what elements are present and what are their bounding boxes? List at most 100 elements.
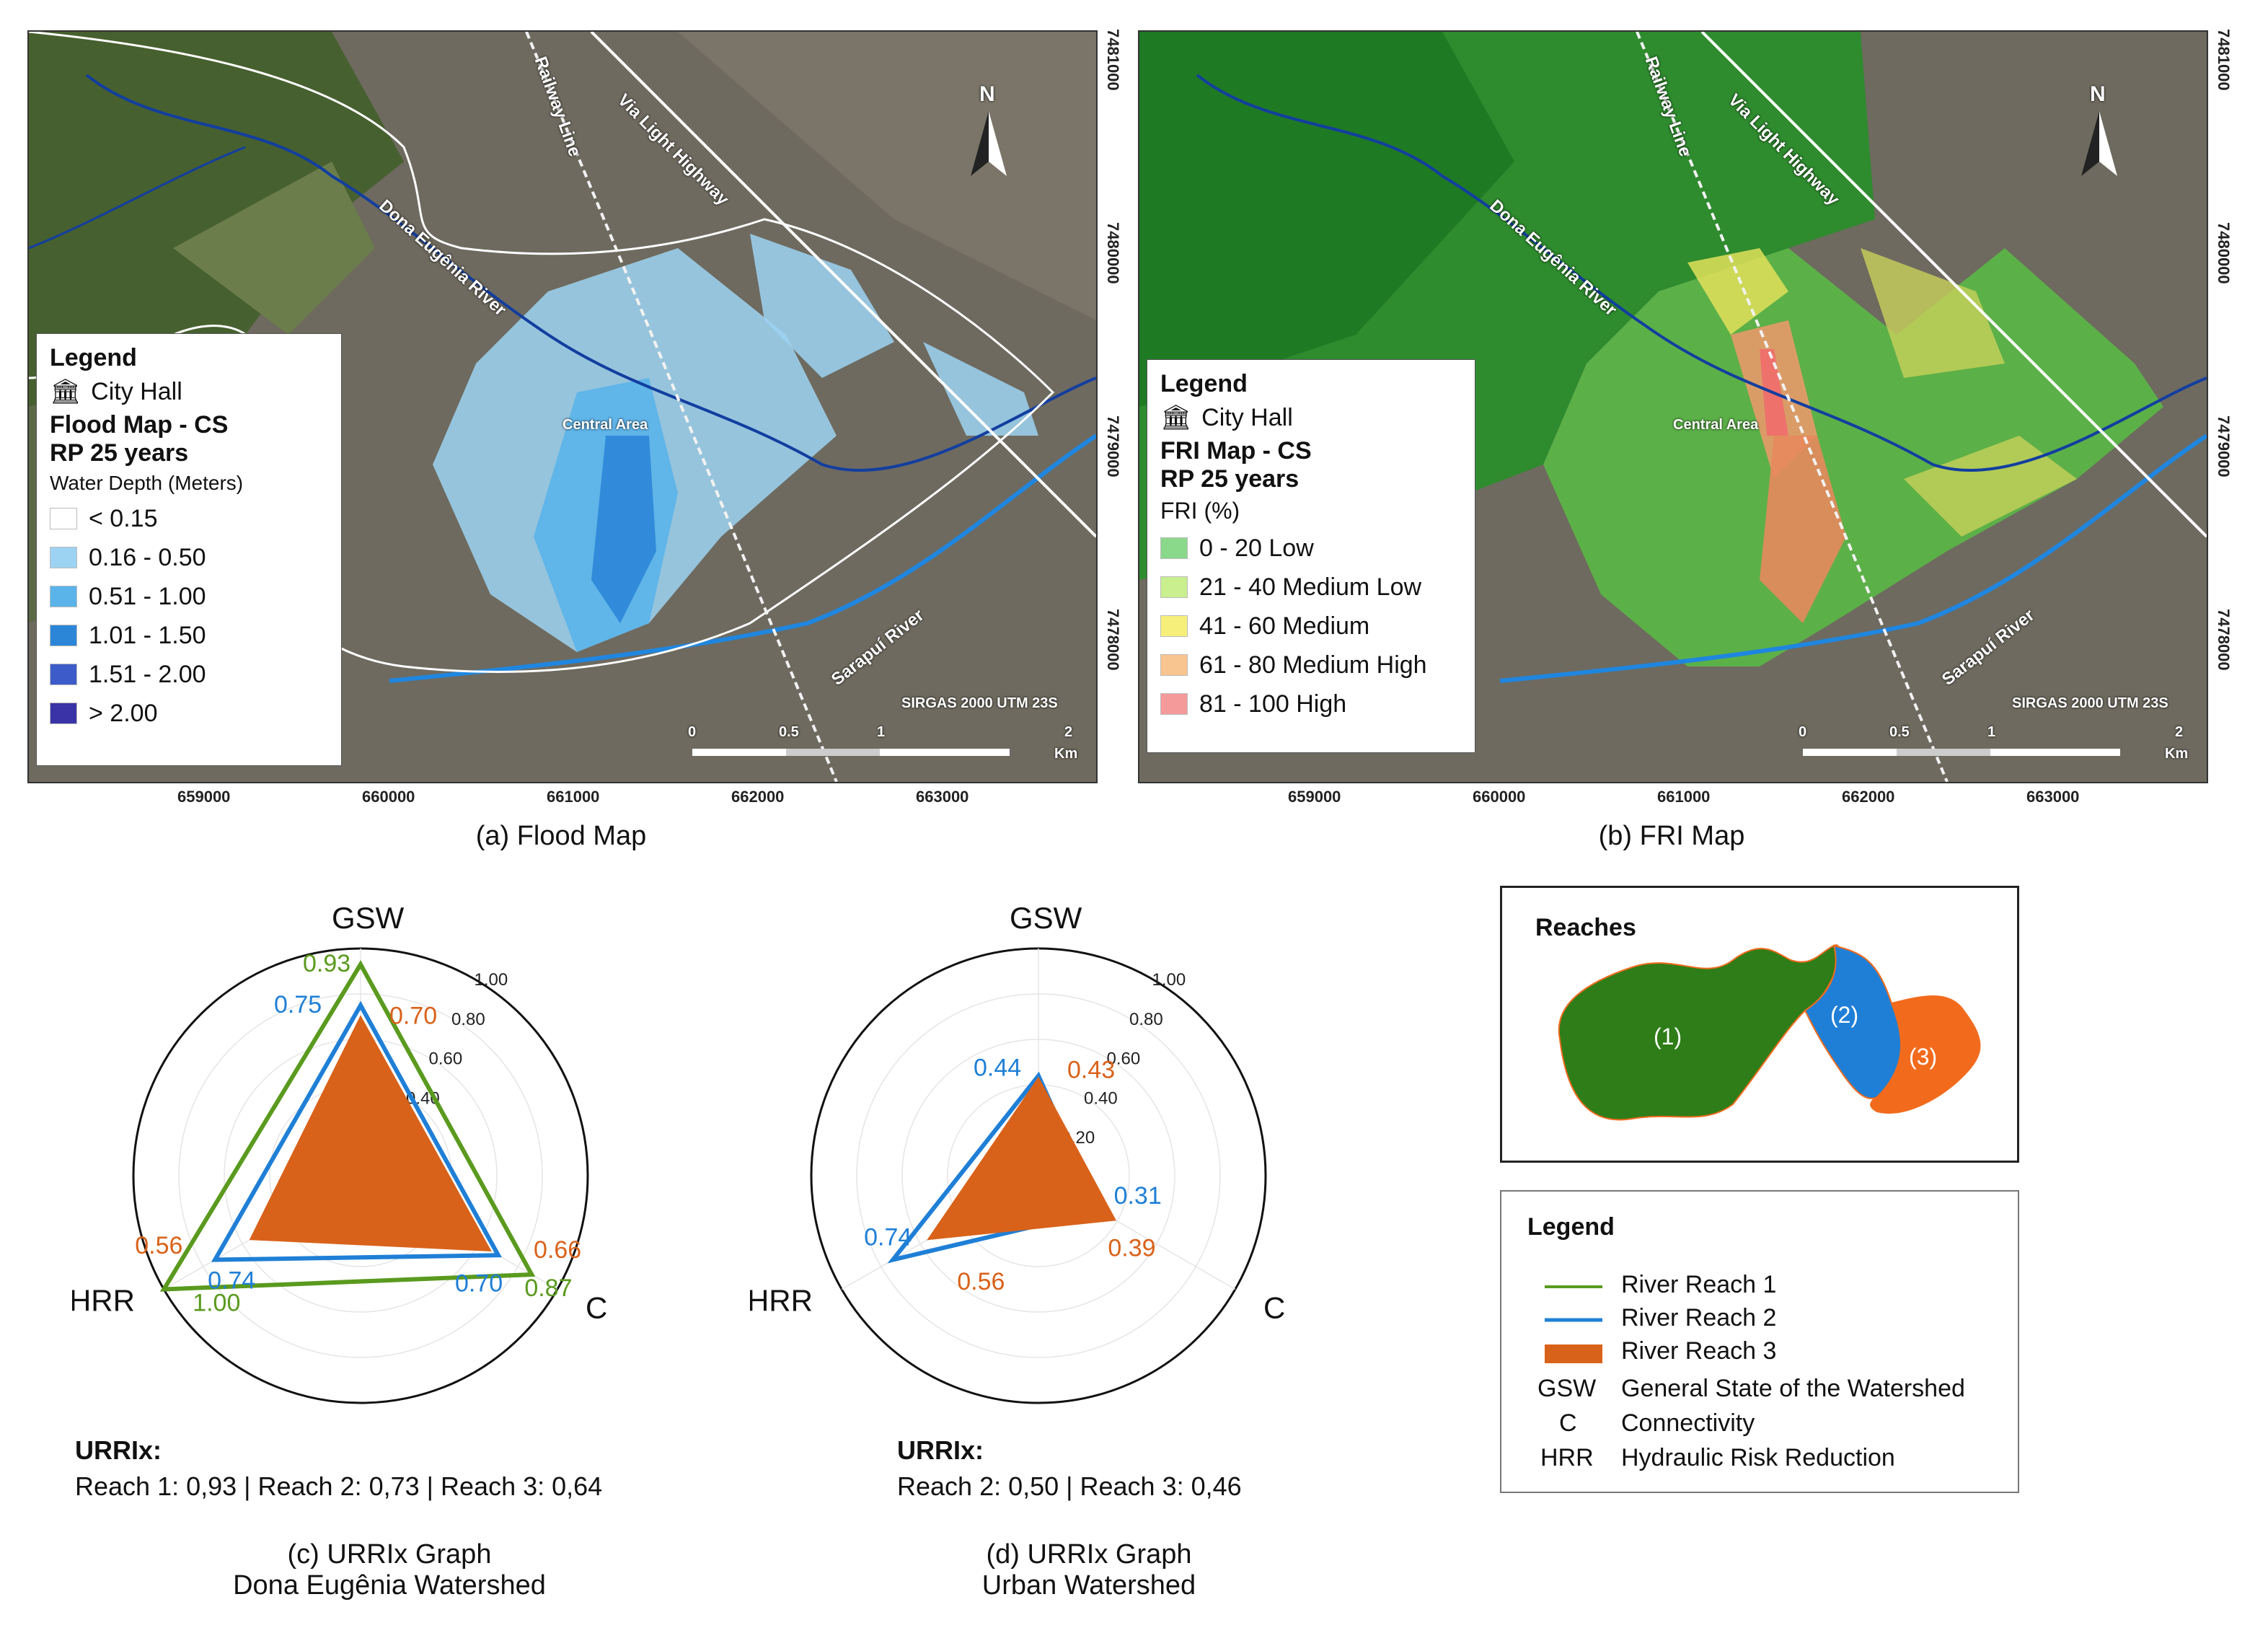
legend-class-label: 61 - 80 Medium High [1199, 651, 1427, 679]
legend-title-b: Legend [1160, 370, 1248, 397]
abbr-c-key: C [1559, 1409, 1577, 1437]
radar-value-label: 0.70 [455, 1269, 503, 1297]
radar-value-label: 0.70 [389, 1003, 437, 1030]
flood-class-2: 0.51 - 1.00 [50, 577, 328, 616]
legend-swatch [50, 586, 77, 607]
legend-subtitle: Water Depth (Meters) [50, 472, 244, 494]
caption-c: (c) URRIx Graph Dona Eugênia Watershed [144, 1539, 635, 1601]
legend-swatch [1160, 576, 1188, 598]
radar-chart-urban: 0.000.200.400.600.801.00GSWCHRR0.440.310… [750, 901, 1285, 1404]
scale-bar-graphic [692, 749, 1010, 756]
caption-d-1: (d) URRIx Graph [986, 1539, 1192, 1570]
scale-bar-graphic [1803, 749, 2120, 756]
reach-3-shape [1870, 995, 1981, 1114]
scale-unit: Km [1054, 746, 1078, 762]
reaches-diagram [1558, 944, 1981, 1121]
radar-chart-dona-eugenia: 0.000.200.400.600.801.00GSWCHRR0.930.871… [72, 901, 607, 1404]
flood-class-5: > 2.00 [50, 694, 328, 733]
caption-c-2: Dona Eugênia Watershed [233, 1570, 546, 1601]
y-tick-label: 7481000 [2215, 29, 2233, 91]
x-tick-label: 662000 [731, 788, 785, 806]
city-hall-label: City Hall [91, 377, 182, 405]
scale-1: 1 [877, 724, 886, 740]
x-tick-label: 661000 [547, 788, 600, 806]
reach-2-shape [1804, 944, 1902, 1099]
legend-class-label: 0.16 - 0.50 [89, 543, 206, 571]
radar-ring-label: 1.00 [1152, 970, 1186, 990]
y-tick-label: 7479000 [1104, 415, 1122, 477]
radar-value-label: 0.56 [957, 1268, 1005, 1295]
abbr-gsw-text: General State of the Watershed [1621, 1375, 1965, 1402]
srs-label: SIRGAS 2000 UTM 23S [901, 695, 1058, 711]
legend-class-label: 1.01 - 1.50 [89, 621, 206, 649]
x-tick-label: 660000 [1473, 788, 1526, 806]
flood-map-legend: Legend 🏛 City Hall Flood Map - CS RP 25 y… [36, 333, 342, 766]
flood-map: Railway Line Via Light Highway Dona Eugê… [27, 30, 1098, 783]
caption-c-1: (c) URRIx Graph [287, 1539, 492, 1570]
y-tick-label: 7478000 [1104, 609, 1122, 671]
radar-value-label: 0.93 [303, 950, 350, 977]
legend-reach-1: River Reach 1 [1621, 1271, 1777, 1298]
radar-value-label: 0.39 [1108, 1234, 1155, 1262]
city-hall-icon: 🏛 [1160, 404, 1192, 431]
radar-legend-title: Legend [1527, 1213, 1615, 1241]
legend-swatch [50, 703, 77, 724]
radar-ring-label: 0.60 [1107, 1049, 1141, 1069]
city-hall-label-b: City Hall [1201, 403, 1293, 431]
north-label-b: N [2090, 82, 2106, 106]
fri-class-2: 41 - 60 Medium [1160, 607, 1462, 646]
x-tick-label: 662000 [1842, 788, 1895, 806]
city-hall-row: 🏛 City Hall [50, 372, 328, 411]
y-tick-label: 7478000 [2215, 609, 2233, 671]
north-label: N [979, 82, 995, 106]
radar-ring-label: 0.80 [451, 1010, 485, 1029]
fri-class-3: 61 - 80 Medium High [1160, 646, 1462, 685]
srs-label-b: SIRGAS 2000 UTM 23S [2012, 695, 2168, 711]
urrix-c: URRIx: Reach 1: 0,93 | Reach 2: 0,73 | R… [75, 1435, 602, 1502]
scale-1-b: 1 [1987, 724, 1996, 740]
x-tick-label: 659000 [177, 788, 231, 806]
radar-value-label: 0.44 [974, 1054, 1021, 1081]
legend-swatch [1160, 693, 1188, 715]
legend-title: Legend [50, 344, 137, 371]
radar-series-1 [159, 960, 536, 1292]
legend-class-label: 0.51 - 1.00 [89, 582, 206, 610]
x-tick-label: 660000 [362, 788, 415, 806]
legend-class-label: 81 - 100 High [1199, 690, 1347, 718]
north-arrow-icon [2081, 111, 2117, 176]
radar-axis-label: C [1263, 1291, 1285, 1325]
abbr-hrr-text: Hydraulic Risk Reduction [1621, 1444, 1895, 1471]
radar-axis-label: GSW [1010, 901, 1082, 935]
legend-swatch [50, 508, 77, 529]
city-hall-row-b: 🏛 City Hall [1160, 398, 1462, 437]
urrix-d-title: URRIx: [897, 1435, 984, 1465]
radar-legend-box: Legend River Reach 1 River Reach 2 River… [1500, 1190, 2019, 1493]
legend-swatch [1160, 654, 1188, 676]
legend-swatch [50, 664, 77, 685]
radar-legend-swatches [1545, 1285, 1602, 1363]
radar-value-label: 0.75 [274, 991, 322, 1018]
radar-value-label: 0.31 [1114, 1182, 1162, 1210]
reach-2-label: (2) [1830, 1002, 1859, 1028]
fri-class-4: 81 - 100 High [1160, 685, 1462, 723]
legend-reach-3: River Reach 3 [1621, 1337, 1777, 1365]
legend-classes: < 0.15 0.16 - 0.50 0.51 - 1.00 1.01 - 1.50 1… [50, 499, 328, 733]
reaches-title: Reaches [1535, 914, 1636, 941]
radar-series-3 [249, 1015, 492, 1252]
reaches-box: Reaches (1) (2) (3) [1500, 886, 2019, 1163]
fri-map-legend: Legend 🏛 City Hall FRI Map - CS RP 25 yea… [1147, 359, 1475, 753]
fri-class-1: 21 - 40 Medium Low [1160, 568, 1462, 607]
scale-unit-b: Km [2165, 746, 2189, 762]
x-tick-label: 663000 [916, 788, 969, 806]
y-tick-label: 7479000 [2215, 415, 2233, 477]
map-title-2: RP 25 years [50, 439, 189, 467]
fri-class-0: 0 - 20 Low [1160, 529, 1462, 568]
radar-value-label: 0.87 [524, 1275, 572, 1302]
x-tick-label: 663000 [2026, 788, 2080, 806]
reach-3-fill-swatch [1545, 1344, 1602, 1363]
radar-ring-label: 0.60 [429, 1049, 463, 1069]
legend-class-label: 21 - 40 Medium Low [1199, 573, 1422, 601]
caption-d: (d) URRIx Graph Urban Watershed [844, 1539, 1334, 1601]
map-title-1: Flood Map - CS [50, 411, 229, 439]
north-arrow-icon [971, 111, 1007, 176]
